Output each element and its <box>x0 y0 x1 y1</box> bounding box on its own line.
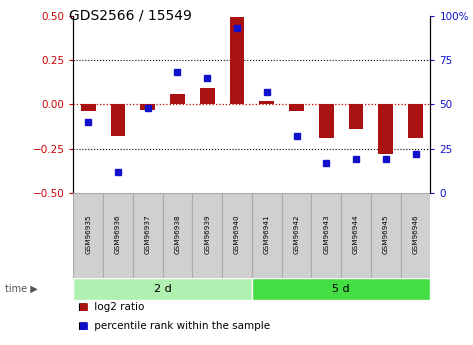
Bar <box>111 104 125 136</box>
Text: GSM96935: GSM96935 <box>85 214 91 254</box>
Text: ■: ■ <box>78 321 88 331</box>
Bar <box>81 104 96 111</box>
Bar <box>289 104 304 111</box>
Bar <box>252 278 430 300</box>
Text: GSM96945: GSM96945 <box>383 214 389 254</box>
Text: 5 d: 5 d <box>333 284 350 294</box>
Bar <box>200 88 215 104</box>
Bar <box>408 104 423 138</box>
Text: ■  log2 ratio: ■ log2 ratio <box>78 302 144 312</box>
Text: GSM96941: GSM96941 <box>264 214 270 254</box>
Bar <box>259 101 274 104</box>
Text: GSM96943: GSM96943 <box>323 214 329 254</box>
Text: GSM96944: GSM96944 <box>353 214 359 254</box>
Bar <box>319 104 334 138</box>
Text: GSM96939: GSM96939 <box>204 214 210 254</box>
Bar <box>252 193 281 278</box>
Bar <box>73 278 252 300</box>
Bar <box>163 193 193 278</box>
Bar <box>193 193 222 278</box>
Bar <box>222 193 252 278</box>
Bar <box>311 193 341 278</box>
Text: GDS2566 / 15549: GDS2566 / 15549 <box>69 9 192 23</box>
Text: 2 d: 2 d <box>154 284 172 294</box>
Text: ■: ■ <box>78 302 88 312</box>
Bar <box>341 193 371 278</box>
Bar <box>133 193 163 278</box>
Bar <box>378 104 393 154</box>
Bar <box>349 104 363 129</box>
Text: GSM96946: GSM96946 <box>412 214 419 254</box>
Text: GSM96938: GSM96938 <box>175 214 181 254</box>
Text: GSM96937: GSM96937 <box>145 214 151 254</box>
Bar <box>103 193 133 278</box>
Text: time ▶: time ▶ <box>5 284 37 294</box>
Text: GSM96936: GSM96936 <box>115 214 121 254</box>
Bar <box>229 17 245 104</box>
Bar <box>170 94 185 104</box>
Bar <box>401 193 430 278</box>
Bar <box>371 193 401 278</box>
Text: ■  percentile rank within the sample: ■ percentile rank within the sample <box>78 321 270 331</box>
Text: GSM96942: GSM96942 <box>294 214 299 254</box>
Bar <box>281 193 311 278</box>
Text: GSM96940: GSM96940 <box>234 214 240 254</box>
Bar <box>73 193 103 278</box>
Bar <box>140 104 155 110</box>
